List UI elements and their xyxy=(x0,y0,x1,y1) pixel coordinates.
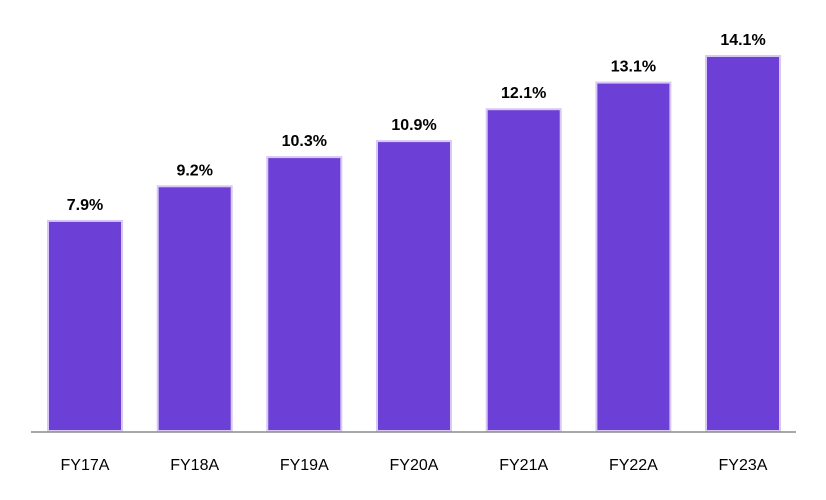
bar-fy23a xyxy=(705,55,781,432)
x-tick-label-fy22a: FY22A xyxy=(609,457,658,474)
x-tick-label-fy23a: FY23A xyxy=(719,457,768,474)
x-tick-label-fy19a: FY19A xyxy=(280,457,329,474)
data-label-fy22a: 13.1% xyxy=(611,59,656,76)
x-tick-label-fy18a: FY18A xyxy=(170,457,219,474)
bar-fy20a xyxy=(376,140,452,432)
bar-fy21a xyxy=(485,108,562,432)
x-tick-label-fy17a: FY17A xyxy=(61,457,110,474)
data-labels-group: 7.9% 9.2% 10.3% 10.9% 12.1% 13.1% 14.1% xyxy=(67,32,766,214)
x-tick-label-fy20a: FY20A xyxy=(390,457,439,474)
x-tick-labels-group: FY17A FY18A FY19A FY20A FY21A FY22A FY23A xyxy=(61,457,768,474)
bars-group xyxy=(47,55,781,432)
bar-fy19a xyxy=(266,156,343,432)
bar-fy18a xyxy=(156,185,233,432)
data-label-fy18a: 9.2% xyxy=(176,162,212,179)
bar-fy17a xyxy=(47,219,123,432)
data-label-fy23a: 14.1% xyxy=(720,32,765,49)
data-label-fy21a: 12.1% xyxy=(501,85,546,102)
x-tick-label-fy21a: FY21A xyxy=(499,457,548,474)
bar-fy22a xyxy=(595,81,672,432)
data-label-fy20a: 10.9% xyxy=(391,117,436,134)
data-label-fy17a: 7.9% xyxy=(67,197,103,214)
data-label-fy19a: 10.3% xyxy=(282,133,327,150)
